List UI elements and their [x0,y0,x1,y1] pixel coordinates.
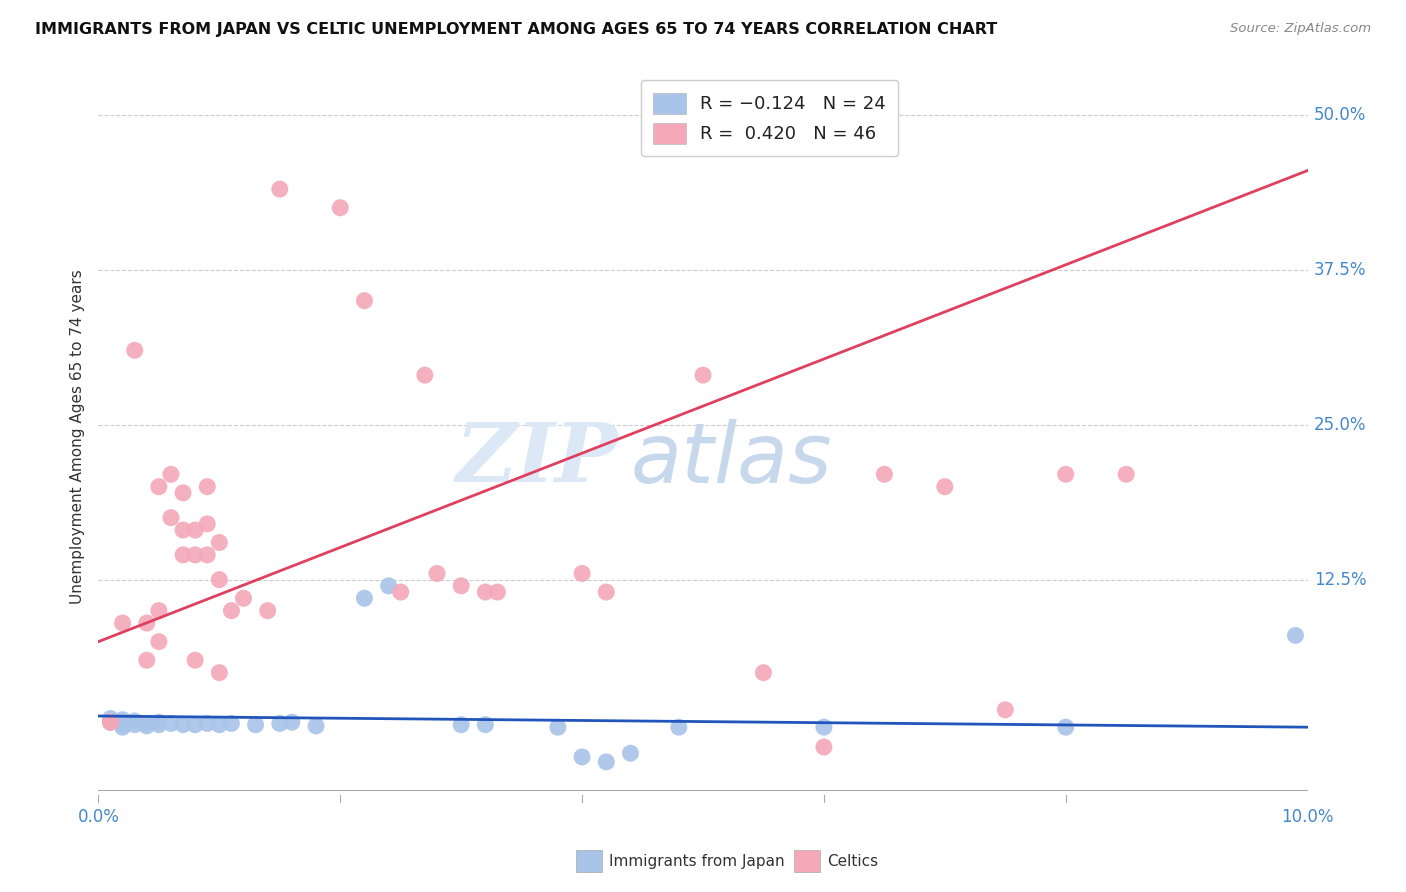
Text: 25.0%: 25.0% [1313,416,1367,434]
Point [934,480,956,494]
Point [353,293,375,308]
Text: 12.5%: 12.5% [1313,571,1367,589]
Point [547,720,569,734]
Point [111,717,134,731]
Point [281,715,304,730]
Point [571,566,593,581]
Point [195,516,218,531]
Point [124,714,146,728]
Point [426,566,449,581]
Point [135,615,157,630]
Point [813,739,835,754]
Point [486,585,509,599]
Point [221,604,243,618]
Point [172,523,194,537]
Point [692,368,714,383]
Point [135,653,157,667]
Point [172,548,194,562]
Text: atlas: atlas [630,418,832,500]
Point [195,716,218,731]
Point [111,615,134,630]
Point [221,716,243,731]
Point [389,585,412,599]
Point [256,604,278,618]
Point [377,579,399,593]
Point [208,717,231,731]
Point [172,717,194,731]
Point [1054,720,1077,734]
Point [135,719,157,733]
Point [329,201,352,215]
Point [160,467,183,482]
Point [148,480,170,494]
Point [232,591,254,606]
Text: Source: ZipAtlas.com: Source: ZipAtlas.com [1230,22,1371,36]
Point [619,746,641,760]
Point [184,548,207,562]
Point [873,467,896,482]
Point [1054,467,1077,482]
Point [135,716,157,731]
Point [752,665,775,680]
Point [994,703,1017,717]
Point [595,755,617,769]
Point [571,750,593,764]
Legend: R = −0.124   N = 24, R =  0.420   N = 46: R = −0.124 N = 24, R = 0.420 N = 46 [641,80,898,156]
Point [245,717,267,731]
Point [474,585,496,599]
Point [1284,628,1306,642]
Point [269,182,291,196]
Point [148,715,170,730]
Point [353,591,375,606]
Point [111,720,134,734]
Point [208,535,231,549]
Point [184,653,207,667]
Text: ZIP: ZIP [456,419,619,499]
Text: 37.5%: 37.5% [1313,260,1367,278]
Point [269,716,291,731]
Point [208,665,231,680]
Point [305,719,328,733]
Point [184,717,207,731]
Point [668,720,690,734]
Point [195,480,218,494]
Point [160,510,183,524]
Point [100,715,122,730]
Point [450,579,472,593]
Y-axis label: Unemployment Among Ages 65 to 74 years: Unemployment Among Ages 65 to 74 years [69,269,84,605]
Point [124,343,146,358]
Text: Celtics: Celtics [827,854,877,869]
Point [1115,467,1137,482]
Point [124,717,146,731]
Point [160,716,183,731]
Point [100,711,122,725]
Point [813,720,835,734]
Text: 50.0%: 50.0% [1313,106,1367,124]
Point [148,634,170,648]
Point [100,715,122,730]
Point [208,573,231,587]
Text: Immigrants from Japan: Immigrants from Japan [609,854,785,869]
Point [148,717,170,731]
Point [148,604,170,618]
Point [195,548,218,562]
Point [111,713,134,727]
Text: IMMIGRANTS FROM JAPAN VS CELTIC UNEMPLOYMENT AMONG AGES 65 TO 74 YEARS CORRELATI: IMMIGRANTS FROM JAPAN VS CELTIC UNEMPLOY… [35,22,997,37]
Point [100,715,122,730]
Point [474,717,496,731]
Point [172,486,194,500]
Point [413,368,436,383]
Point [450,717,472,731]
Point [184,523,207,537]
Point [595,585,617,599]
